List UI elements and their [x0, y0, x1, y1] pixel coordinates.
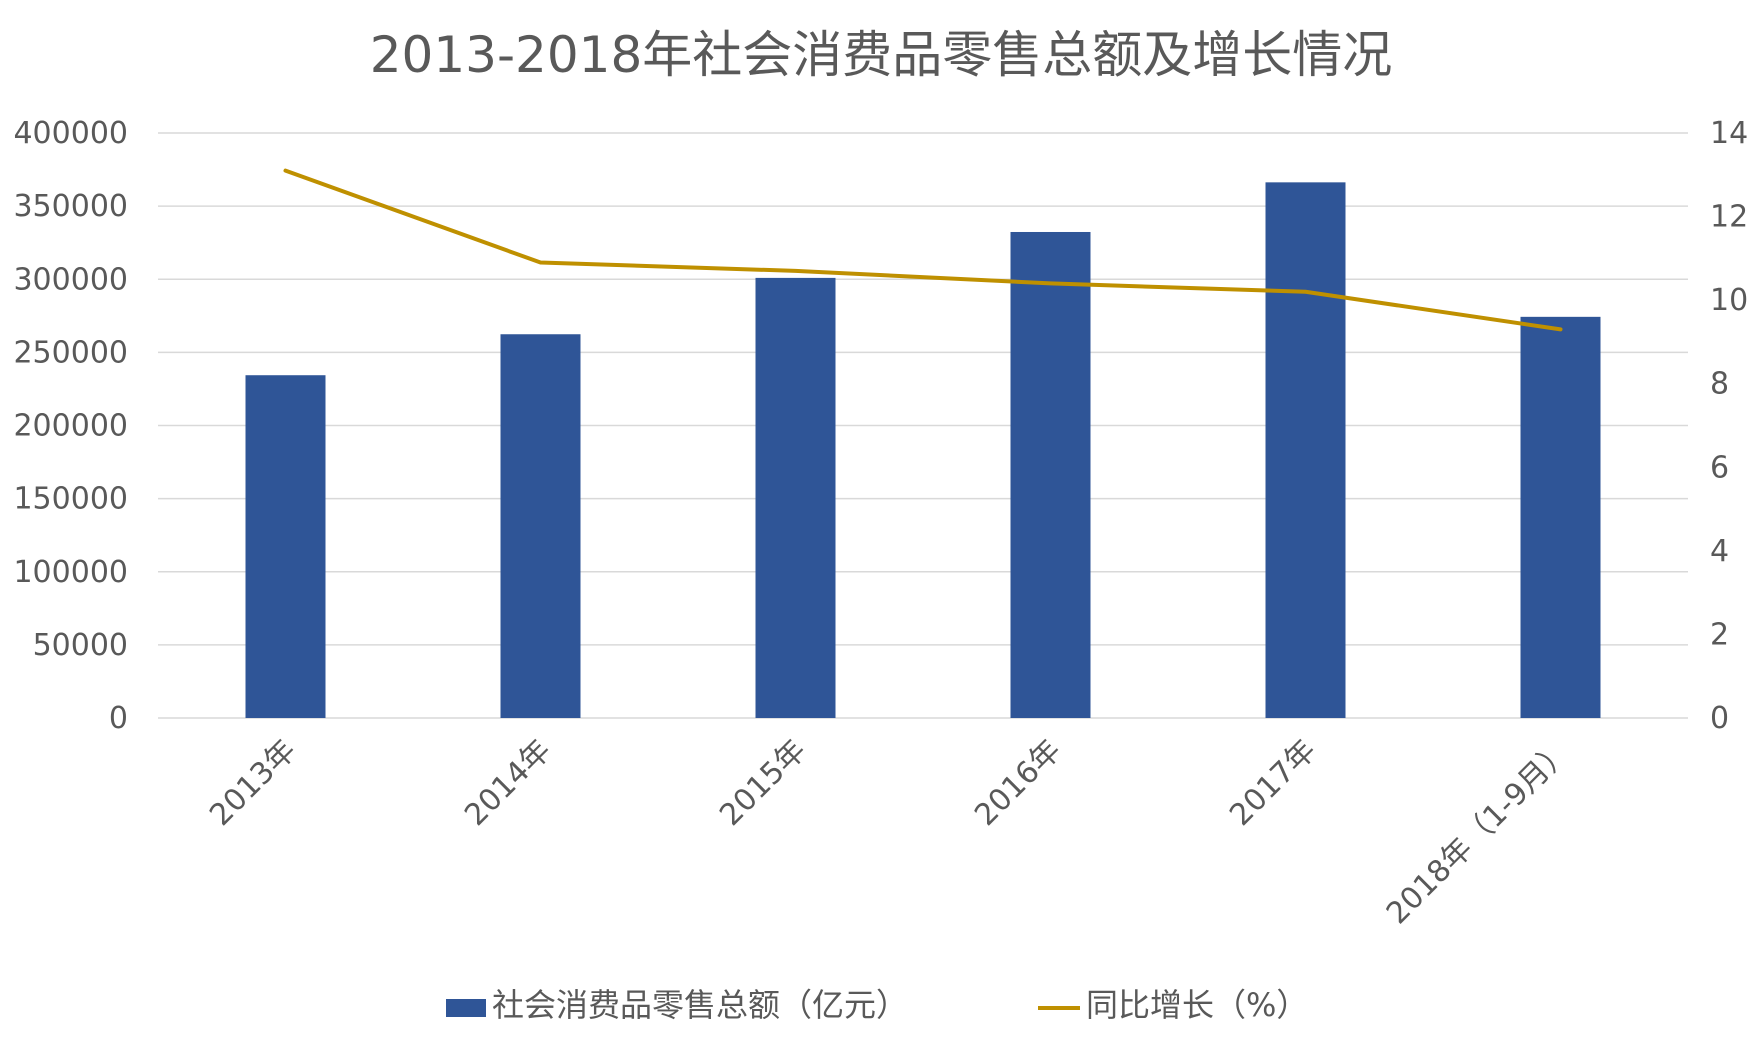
left-tick-label: 50000 — [33, 628, 128, 663]
category-label: 2017年 — [1223, 733, 1323, 833]
left-tick-label: 400000 — [13, 116, 128, 151]
left-tick-label: 150000 — [13, 482, 128, 517]
right-tick-label: 10 — [1710, 283, 1748, 318]
growth-line — [283, 168, 1563, 332]
left-tick-label: 300000 — [13, 262, 128, 297]
left-tick-label: 100000 — [13, 555, 128, 590]
right-tick-label: 4 — [1710, 534, 1729, 569]
chart-title: 2013-2018年社会消费品零售总额及增长情况 — [370, 26, 1393, 84]
legend: 社会消费品零售总额（亿元） 同比增长（%） — [446, 986, 1308, 1024]
left-tick-label: 250000 — [13, 335, 128, 370]
right-tick-label: 14 — [1710, 116, 1748, 151]
left-tick-label: 0 — [109, 701, 128, 736]
right-tick-label: 2 — [1710, 617, 1729, 652]
category-label: 2016年 — [968, 733, 1068, 833]
line-series — [283, 168, 1563, 332]
category-label: 2015年 — [713, 733, 813, 833]
bar — [1010, 231, 1091, 718]
bar — [1265, 182, 1346, 719]
bar — [500, 334, 581, 718]
right-tick-label: 0 — [1710, 701, 1729, 736]
category-axis: 2013年 2014年 2015年 2016年 2017年 2018年（1-9月） — [203, 733, 1578, 931]
right-tick-label: 6 — [1710, 450, 1729, 485]
legend-swatch-bar — [446, 999, 486, 1017]
category-label: 2018年（1-9月） — [1380, 733, 1578, 931]
bar-series — [245, 182, 1601, 719]
category-label: 2013年 — [203, 733, 303, 833]
gridlines — [158, 132, 1688, 719]
legend-label-bar: 社会消费品零售总额（亿元） — [492, 986, 908, 1024]
bar — [755, 277, 836, 718]
right-tick-label: 12 — [1710, 200, 1748, 235]
legend-label-line: 同比增长（%） — [1086, 986, 1308, 1024]
left-tick-label: 200000 — [13, 409, 128, 444]
bar — [245, 375, 326, 718]
right-y-axis: 0 2 4 6 8 10 12 14 — [1710, 116, 1748, 736]
category-label: 2014年 — [458, 733, 558, 833]
bar — [1520, 316, 1601, 718]
left-y-axis: 0 50000 100000 150000 200000 250000 300000 3500… — [13, 116, 128, 736]
left-tick-label: 350000 — [13, 189, 128, 224]
right-tick-label: 8 — [1710, 367, 1729, 402]
